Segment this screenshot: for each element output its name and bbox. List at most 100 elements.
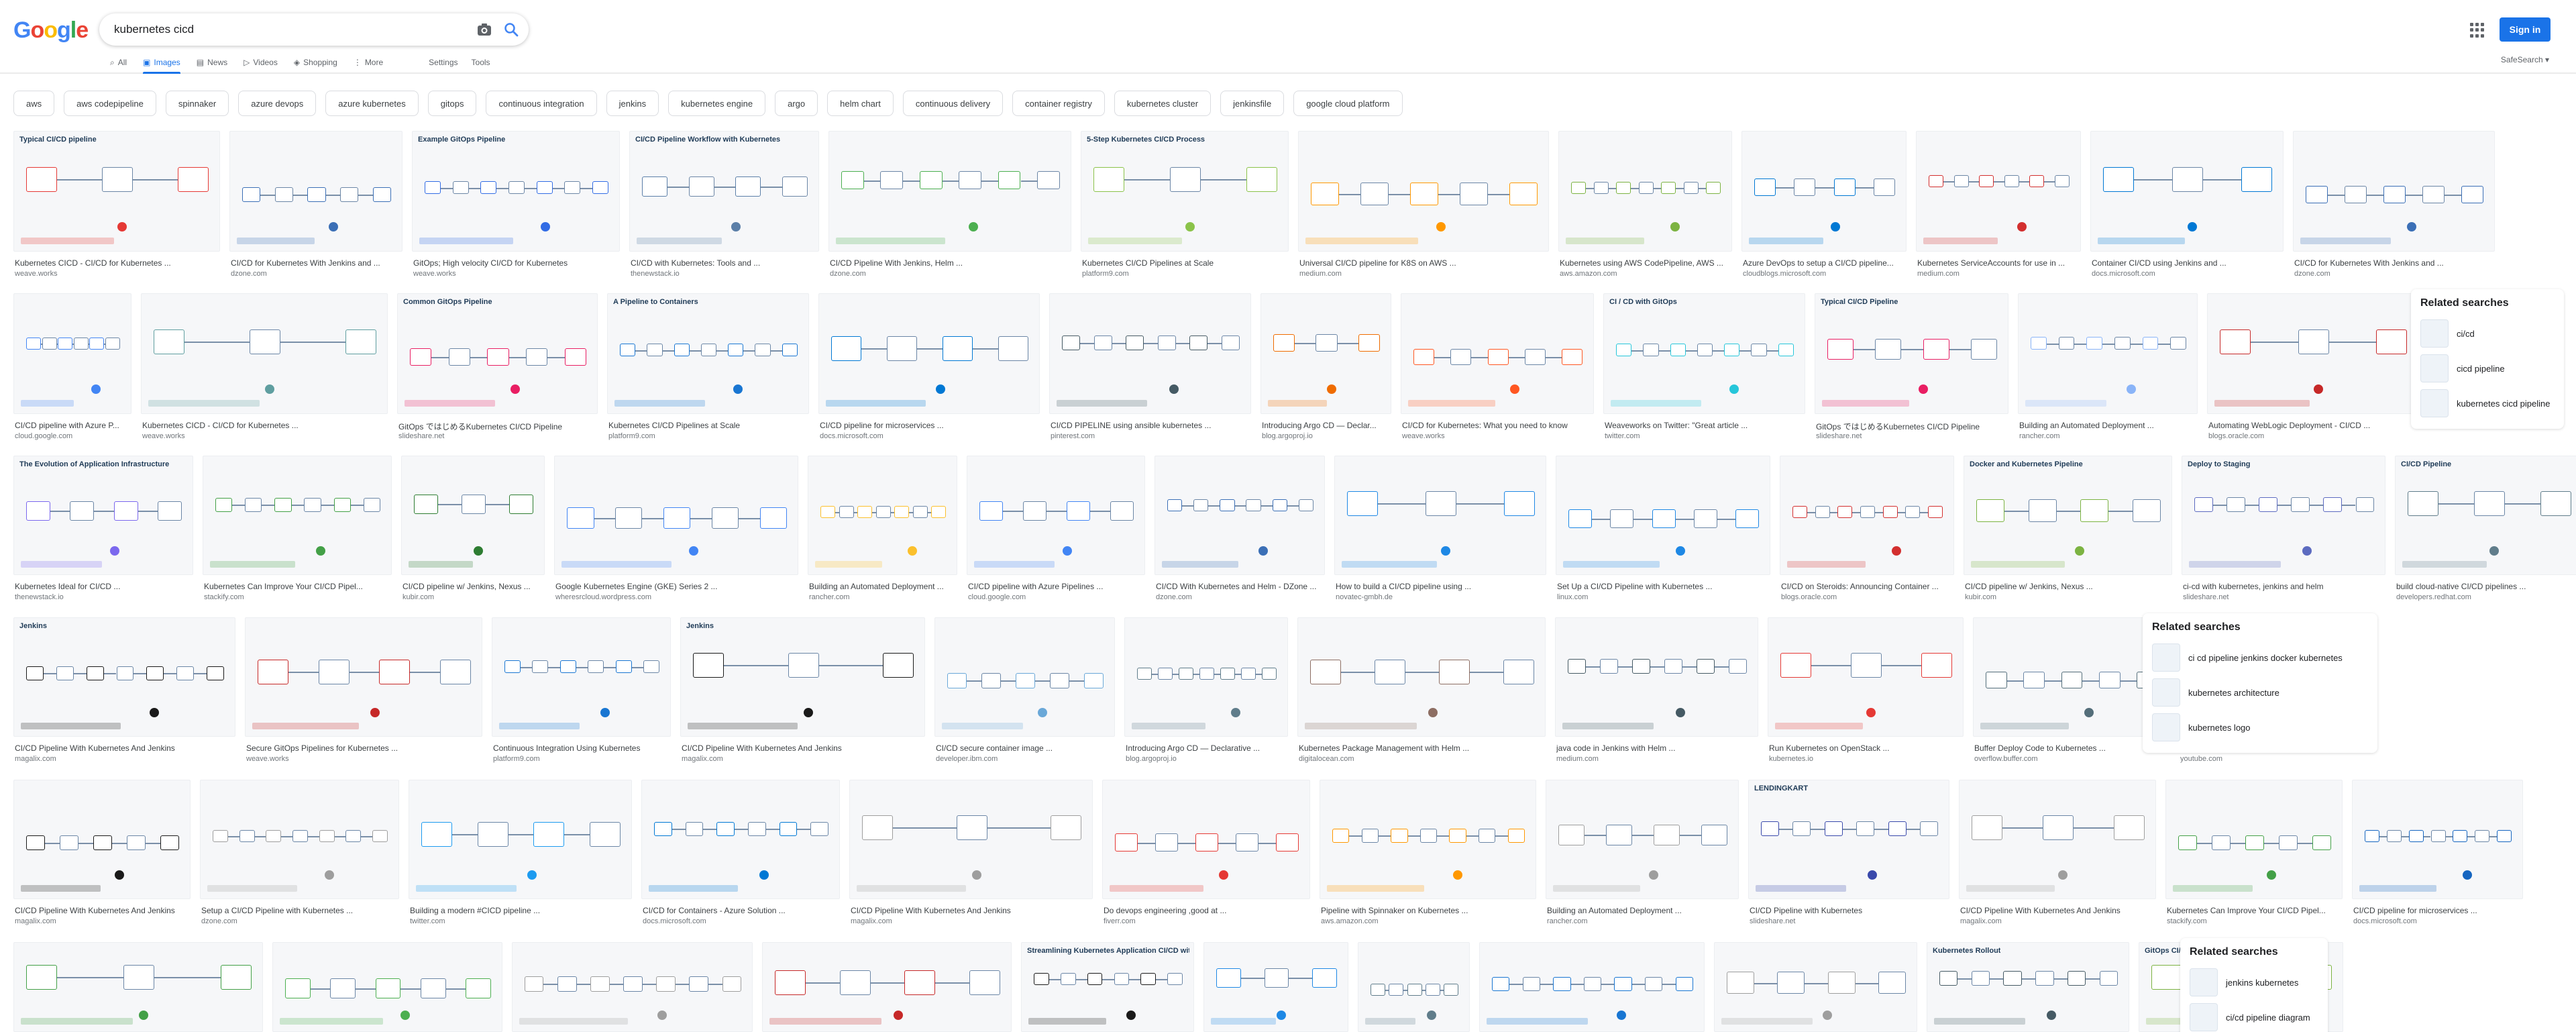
result-thumbnail[interactable] (512, 942, 753, 1032)
result-caption[interactable]: CI/CD pipeline w/ Jenkins, Nexus ... (402, 582, 531, 591)
result-thumbnail[interactable]: Docker and Kubernetes Pipeline (1964, 456, 2172, 575)
image-result[interactable]: CI / CD with GitOps Weaveworks on Twitter… (1603, 293, 1805, 444)
result-caption[interactable]: Do devops engineering ,good at ... (1104, 906, 1227, 915)
result-caption[interactable]: Kubernetes CICD - CI/CD for Kubernetes .… (142, 421, 299, 430)
result-caption[interactable]: Kubernetes CICD - CI/CD for Kubernetes .… (15, 258, 171, 268)
result-thumbnail[interactable] (1768, 617, 1964, 737)
chip[interactable]: jenkins (606, 91, 659, 116)
result-thumbnail[interactable] (934, 617, 1115, 737)
search-box[interactable] (99, 13, 529, 46)
result-caption[interactable]: Buffer Deploy Code to Kubernetes ... (1974, 743, 2106, 753)
result-caption[interactable]: CI/CD Pipeline With Kubernetes And Jenki… (1960, 906, 2121, 915)
result-caption[interactable]: CI/CD With Kubernetes and Helm - DZone .… (1156, 582, 1317, 591)
result-caption[interactable]: java code in Jenkins with Helm ... (1556, 743, 1676, 753)
image-result[interactable]: Container CI/CD using Jenkins and ... doc… (2090, 131, 2284, 281)
result-caption[interactable]: Continuous Integration Using Kubernetes (493, 743, 641, 753)
chip[interactable]: spinnaker (165, 91, 229, 116)
image-result[interactable]: Common GitOps Pipeline GitOps ではじめるKubern… (397, 293, 598, 444)
image-result[interactable]: Kubernetes ServiceAccounts for use in ..… (1916, 131, 2081, 281)
result-caption[interactable]: Introducing Argo CD — Declarative ... (1126, 743, 1260, 753)
result-thumbnail[interactable] (272, 942, 502, 1032)
image-result[interactable]: Pipeline with Spinnaker on Kubernetes ..… (1320, 780, 1536, 929)
image-result[interactable]: CI/CD Pipeline build cloud-native CI/CD p… (2395, 456, 2576, 605)
result-thumbnail[interactable] (1546, 780, 1739, 899)
image-result[interactable]: Typical CI/CD Pipeline GitOps ではじめるKubern… (1815, 293, 2008, 444)
chip[interactable]: gitops (427, 91, 477, 116)
result-thumbnail[interactable]: GitOps CI/CD pipeline (2139, 942, 2343, 1032)
chip[interactable]: continuous delivery (902, 91, 1004, 116)
image-result[interactable]: Jenkins CI/CD Pipeline With Kubernetes An… (680, 617, 925, 766)
image-result[interactable]: Building a modern #CICD pipeline ... twit… (409, 780, 632, 929)
result-thumbnail[interactable] (1124, 617, 1288, 737)
result-thumbnail[interactable]: Kubernetes Rollout (1927, 942, 2129, 1032)
tab-tools[interactable]: Tools (471, 58, 490, 67)
result-thumbnail[interactable]: Typical CI/CD pipeline (13, 131, 220, 252)
result-caption[interactable]: CI/CD Pipeline With Kubernetes And Jenki… (682, 743, 842, 753)
result-thumbnail[interactable] (2165, 780, 2343, 899)
result-thumbnail[interactable]: 5-Step Kubernetes CI/CD Process (1081, 131, 1289, 252)
result-thumbnail[interactable]: A Pipeline to Containers (607, 293, 809, 414)
image-result[interactable]: Automating WebLogic Deployment - CI/CD .… (2207, 293, 2418, 444)
tab-more[interactable]: ⋮ More (354, 52, 383, 72)
search-icon[interactable] (502, 20, 521, 39)
related-search-item[interactable]: kubernetes cicd pipeline (2420, 386, 2555, 421)
result-thumbnail[interactable]: Deploy to Staging (2182, 456, 2385, 575)
result-thumbnail[interactable] (1555, 617, 1758, 737)
result-thumbnail[interactable] (141, 293, 388, 414)
chip[interactable]: container registry (1012, 91, 1105, 116)
result-caption[interactable]: Kubernetes Can Improve Your CI/CD Pipel.… (204, 582, 363, 591)
image-result[interactable]: CI/CD pipeline with Azure P... cloud.goog… (13, 293, 131, 444)
image-result[interactable]: Building an Automated Deployment ... ranc… (1546, 780, 1739, 929)
image-result[interactable] (1203, 942, 1348, 1032)
tab-images[interactable]: ▣ Images (143, 52, 180, 74)
result-caption[interactable]: CI/CD Pipeline With Kubernetes And Jenki… (15, 906, 175, 915)
result-caption[interactable]: Azure DevOps to setup a CI/CD pipeline..… (1743, 258, 1894, 268)
result-caption[interactable]: CI/CD for Containers - Azure Solution ..… (643, 906, 786, 915)
image-result[interactable]: AWS EKS Jenkins CI/Cd in docker with ...… (2179, 617, 2363, 766)
image-result[interactable]: CI/CD on Steroids: Announcing Container … (1780, 456, 1954, 605)
result-thumbnail[interactable] (1320, 780, 1536, 899)
image-result[interactable]: Jenkins CI/CD Pipeline With Kubernetes An… (13, 617, 235, 766)
result-caption[interactable]: ci-cd with kubernetes, jenkins and helm (2183, 582, 2324, 591)
image-result[interactable]: Building an Automated Deployment ... ranc… (2018, 293, 2198, 444)
image-result[interactable]: GitOps CI/CD pipeline (2139, 942, 2343, 1032)
related-search-item[interactable]: cicd pipeline (2420, 351, 2555, 386)
tab-shopping[interactable]: ◈ Shopping (294, 52, 337, 72)
result-caption[interactable]: Run Kubernetes on OpenStack ... (1769, 743, 1890, 753)
image-result[interactable]: CI/CD for Kubernetes With Jenkins and ..… (229, 131, 402, 281)
chip[interactable]: aws codepipeline (64, 91, 156, 116)
image-result[interactable] (762, 942, 1012, 1032)
image-result[interactable]: CI/CD PIPELINE using ansible kubernetes … (1049, 293, 1251, 444)
chip[interactable]: azure devops (238, 91, 317, 116)
image-result[interactable]: A Pipeline to Containers Kubernetes CI/CD… (607, 293, 809, 444)
result-caption[interactable]: CI/CD for Kubernetes With Jenkins and ..… (231, 258, 380, 268)
tab-all[interactable]: ⌕ All (110, 52, 127, 72)
result-thumbnail[interactable] (13, 780, 191, 899)
image-result[interactable]: Deploy to Staging ci-cd with kubernetes, … (2182, 456, 2385, 605)
image-result[interactable]: CI/CD Pipeline With Kubernetes And Jenki… (1959, 780, 2156, 929)
result-caption[interactable]: Building an Automated Deployment ... (1547, 906, 1682, 915)
result-caption[interactable]: How to build a CI/CD pipeline using ... (1336, 582, 1472, 591)
result-caption[interactable]: Building an Automated Deployment ... (809, 582, 944, 591)
chip[interactable]: google cloud platform (1293, 91, 1403, 116)
result-thumbnail[interactable] (2352, 780, 2523, 899)
result-thumbnail[interactable] (641, 780, 840, 899)
image-result[interactable]: CI/CD Pipeline With Jenkins, Helm ... dzo… (828, 131, 1071, 281)
google-logo[interactable]: Google (13, 17, 89, 44)
chip[interactable]: kubernetes cluster (1114, 91, 1212, 116)
image-result[interactable]: Setup a CI/CD Pipeline with Kubernetes .… (200, 780, 399, 929)
result-caption[interactable]: Kubernetes Ideal for CI/CD ... (15, 582, 121, 591)
image-result[interactable]: java code in Jenkins with Helm ... medium… (1555, 617, 1758, 766)
image-result[interactable]: LENDINGKART CI/CD Pipeline with Kubernete… (1748, 780, 1949, 929)
result-thumbnail[interactable] (229, 131, 402, 252)
result-thumbnail[interactable] (13, 293, 131, 414)
result-caption[interactable]: CI/CD on Steroids: Announcing Container … (1781, 582, 1939, 591)
result-thumbnail[interactable] (13, 942, 263, 1032)
result-thumbnail[interactable] (808, 456, 957, 575)
result-caption[interactable]: Building a modern #CICD pipeline ... (410, 906, 541, 915)
result-thumbnail[interactable] (1401, 293, 1594, 414)
image-result[interactable]: Introducing Argo CD — Declar... blog.argo… (1260, 293, 1391, 444)
image-result[interactable]: CI/CD secure container image ... develope… (934, 617, 1115, 766)
result-caption[interactable]: Pipeline with Spinnaker on Kubernetes ..… (1321, 906, 1468, 915)
result-caption[interactable]: CI/CD PIPELINE using ansible kubernetes … (1051, 421, 1212, 430)
